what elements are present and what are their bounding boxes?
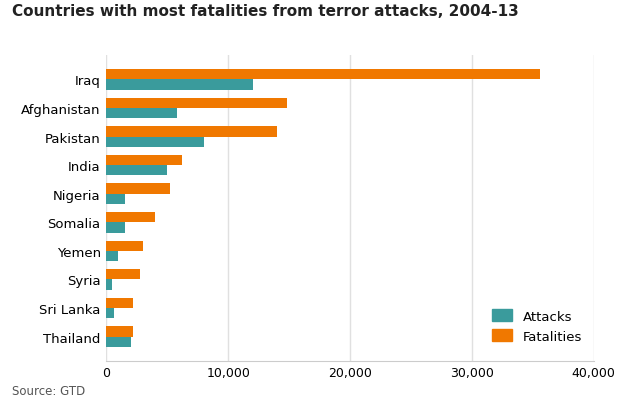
Bar [106, 156, 182, 166]
Bar [106, 241, 142, 251]
Text: Source: GTD: Source: GTD [12, 384, 86, 397]
Bar [106, 99, 287, 109]
Legend: Attacks, Fatalities: Attacks, Fatalities [487, 304, 587, 348]
Bar [106, 251, 119, 261]
Bar [106, 127, 277, 137]
Bar [106, 80, 252, 91]
Bar [106, 269, 141, 280]
Bar [106, 137, 204, 148]
Bar [106, 184, 169, 194]
Bar [106, 337, 131, 347]
Bar [106, 308, 114, 318]
Text: Countries with most fatalities from terror attacks, 2004-13: Countries with most fatalities from terr… [12, 4, 519, 19]
Bar [106, 298, 133, 308]
Bar [106, 166, 168, 176]
Bar [106, 280, 112, 290]
Bar [106, 326, 133, 337]
Bar [106, 223, 124, 233]
Bar [106, 109, 177, 119]
Bar [106, 194, 124, 205]
Bar [106, 213, 155, 223]
Bar [106, 70, 540, 80]
